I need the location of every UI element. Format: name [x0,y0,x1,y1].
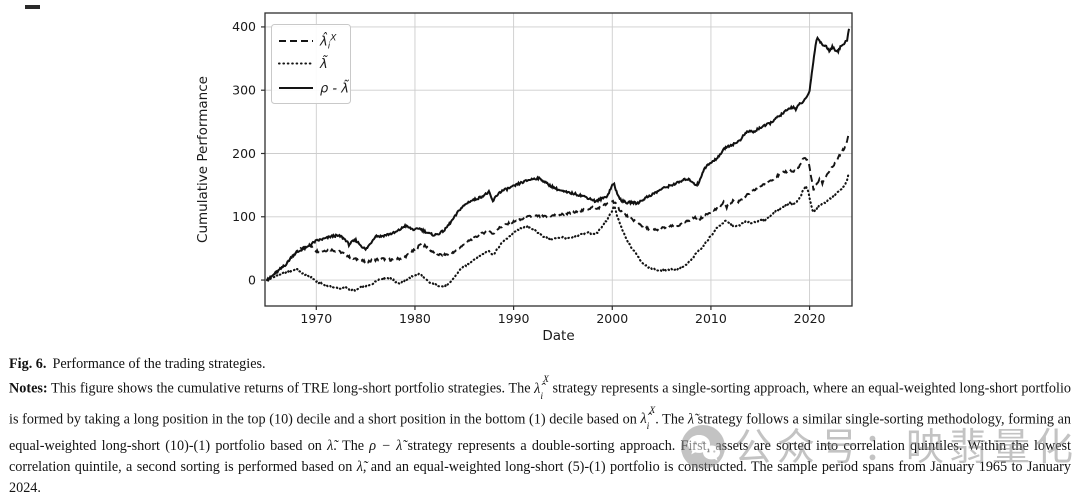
legend: λ̂iX λ̃ ρ - λ̃ [271,24,351,104]
performance-chart: 1970 1980 1990 2000 2010 2020 0 100 200 300 400 Dat… [195,12,853,344]
math-symbol: λ̂iX [640,404,656,433]
y-tick-label: 300 [232,83,256,98]
notes-label: Notes: [9,381,48,398]
x-tick-label: 1980 [399,311,431,326]
y-tick-label: 400 [232,19,256,34]
math-symbol: λ̃ [356,458,363,475]
math-symbol: ρ − λ̃ [369,438,403,455]
notes-body: This figure shows the cumulative returns… [9,374,1072,496]
caption-notes: Notes: This figure shows the cumulative … [9,374,1072,498]
cumulative-performance-plot: 1970 1980 1990 2000 2010 2020 0 100 200 300 400 Dat… [195,12,853,344]
figure-caption: Fig. 6. Performance of the trading strate… [0,352,1080,498]
caption-title-text: Performance of the trading strategies. [52,356,266,372]
x-axis-label: Date [542,328,574,344]
tick-labels: 1970 1980 1990 2000 2010 2020 0 100 200 300 400 [232,19,825,326]
figure-label: Fig. 6. [9,356,47,372]
gridlines [265,13,852,306]
y-tick-label: 100 [232,209,256,224]
x-tick-label: 1990 [498,311,530,326]
x-tick-label: 2020 [794,311,826,326]
page-artifact-dash [25,5,40,9]
x-tick-label: 2000 [596,311,628,326]
axis-ticks [261,26,811,310]
legend-label-rho_minus_lambda_tilde: ρ - λ̃ [320,80,349,96]
plot-spines [264,12,853,307]
math-symbol: λ̂iX [534,374,549,402]
legend-label-lambda_tilde: λ̃ [319,56,328,72]
x-tick-label: 2010 [695,311,727,326]
series-line-lambda_hat_iX [266,131,850,282]
math-symbol: λ̃ [687,411,695,428]
caption-title: Fig. 6. Performance of the trading strate… [9,354,1071,375]
math-symbol: λ̃ [327,438,334,455]
y-tick-label: 0 [248,272,256,287]
series-line-rho_minus_lambda_tilde [266,28,850,282]
x-tick-label: 1970 [300,311,332,326]
legend-label-lambda_hat_iX: λ̂iX [319,32,337,51]
series-line-lambda_tilde [265,171,851,293]
y-axis-label: Cumulative Performance [195,76,211,243]
y-tick-label: 200 [232,146,256,161]
